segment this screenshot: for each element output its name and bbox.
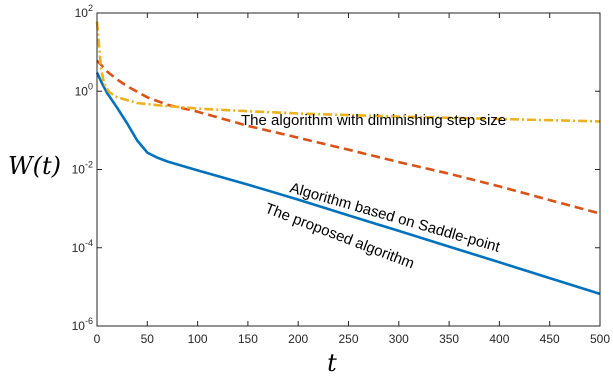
x-tick-label: 250: [338, 332, 358, 346]
x-tick-label: 400: [489, 332, 509, 346]
x-tick-label: 100: [188, 332, 208, 346]
y-tick-label: 102: [75, 3, 93, 20]
series-line-2: [95, 21, 601, 123]
x-axis-label: t: [327, 349, 337, 377]
series-layer: [95, 21, 601, 296]
x-tick-label: 500: [590, 332, 610, 346]
x-tick-label: 200: [288, 332, 308, 346]
y-axis-label: W(t): [8, 152, 61, 180]
x-tick-label: 0: [94, 332, 101, 346]
y-tick-label: 10-4: [72, 238, 93, 255]
plot-area: [97, 13, 600, 326]
y-tick-label: 10-2: [72, 160, 93, 177]
x-tick-label: 50: [141, 332, 155, 346]
series-line-0: [95, 72, 601, 296]
x-tick-label: 150: [238, 332, 258, 346]
x-tick-label: 450: [540, 332, 560, 346]
x-tick-label: 300: [389, 332, 409, 346]
series-line-1: [96, 59, 601, 215]
tick-layer: 0 50 100 150 200 250 300 350 400 450 500 102 100 10-2…: [72, 3, 611, 346]
annotation-diminishing-step: The algorithm with diminishing step size: [241, 112, 506, 129]
x-tick-label: 350: [439, 332, 459, 346]
y-tick-label: 100: [75, 81, 93, 98]
y-tick-label: 10-6: [72, 316, 93, 333]
